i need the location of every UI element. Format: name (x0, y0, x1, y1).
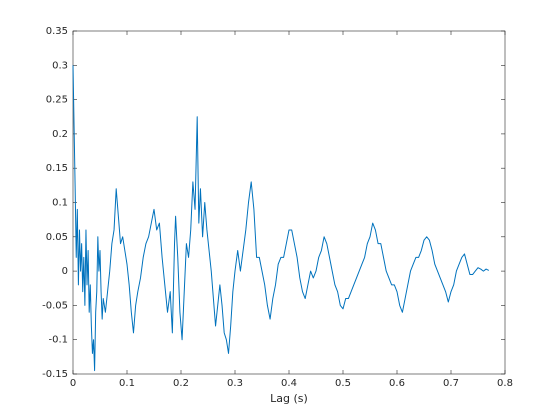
y-tick-label: 0 (62, 266, 68, 277)
y-tick-label: 0.35 (46, 26, 68, 37)
y-tick-label: 0.2 (52, 129, 68, 140)
x-tick-label: 0 (70, 378, 76, 389)
y-tick-label: 0.1 (52, 198, 68, 209)
x-tick-label: 0.6 (389, 378, 405, 389)
x-tick-label: 0.8 (497, 378, 513, 389)
x-tick-label: 0.4 (281, 378, 297, 389)
y-tick-label: 0.15 (46, 163, 68, 174)
y-tick-label: 0.25 (46, 95, 68, 106)
x-tick-label: 0.5 (335, 378, 351, 389)
y-tick-label: 0.3 (52, 60, 68, 71)
y-tick-label: -0.15 (42, 369, 68, 380)
y-tick-label: 0.05 (46, 232, 68, 243)
y-tick-label: -0.05 (42, 300, 68, 311)
x-tick-label: 0.2 (173, 378, 189, 389)
x-tick-label: 0.1 (119, 378, 135, 389)
x-tick-label: 0.7 (443, 378, 459, 389)
x-tick-label: 0.3 (227, 378, 243, 389)
x-axis-label: Lag (s) (270, 392, 308, 405)
y-tick-label: -0.1 (48, 335, 68, 346)
data-line (72, 65, 490, 372)
plot-area (72, 30, 506, 375)
